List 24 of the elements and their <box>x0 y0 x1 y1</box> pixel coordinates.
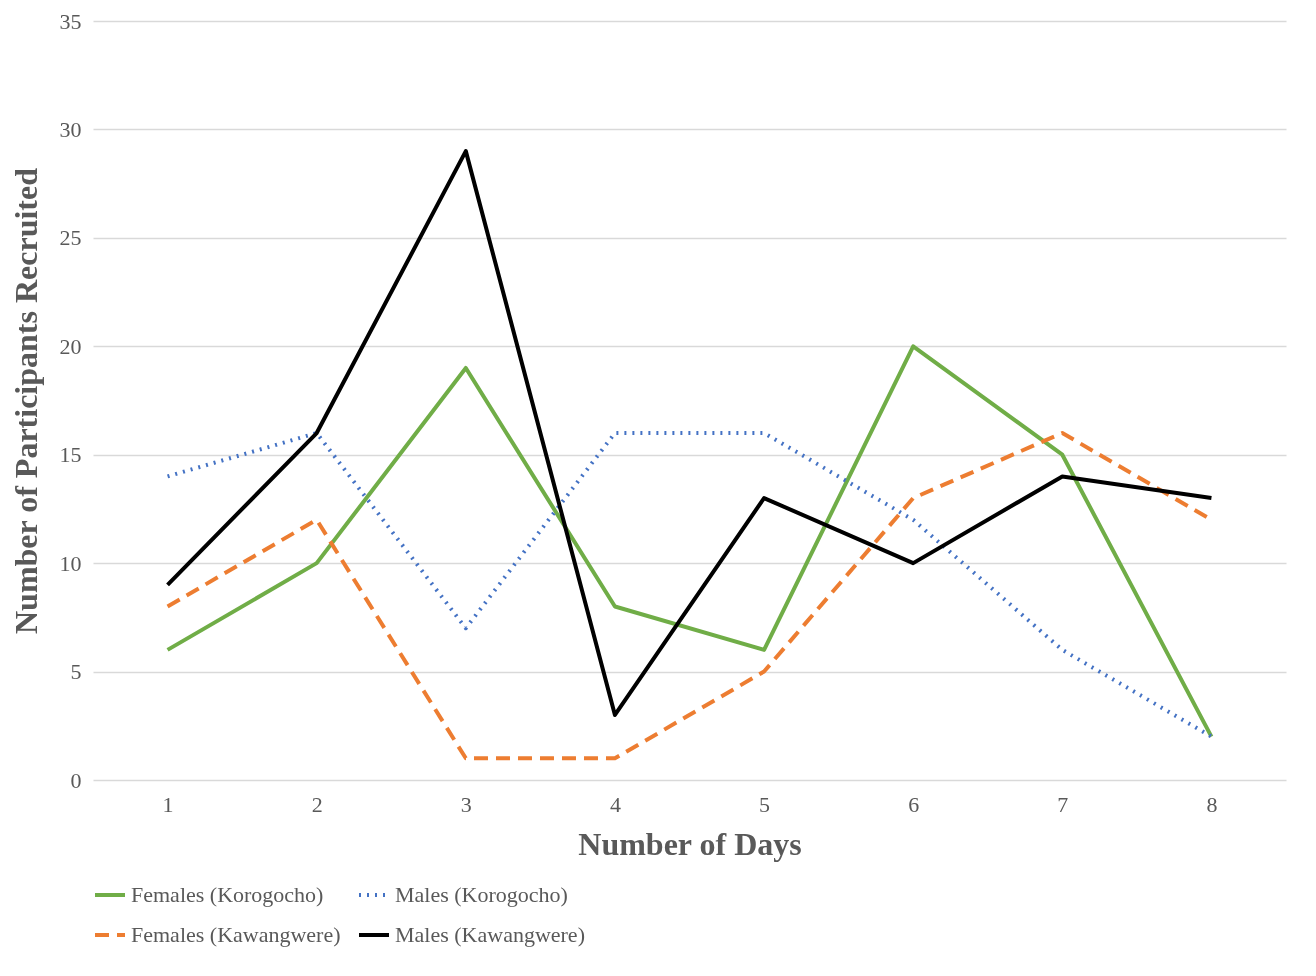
x-tick-label: 7 <box>1057 791 1069 817</box>
y-axis-title: Number of Participants Recruited <box>7 167 44 634</box>
legend-label: Males (Kawangwere) <box>395 922 585 947</box>
y-tick-label: 35 <box>59 8 82 34</box>
y-tick-label: 5 <box>70 659 82 685</box>
x-axis-title: Number of Days <box>578 825 802 862</box>
legend-label: Males (Korogocho) <box>395 882 568 907</box>
y-tick-label: 10 <box>59 550 82 576</box>
x-tick-label: 4 <box>609 791 621 817</box>
x-tick-label: 3 <box>460 791 472 817</box>
line-series <box>165 149 1214 717</box>
legend-label: Females (Kawangwere) <box>131 922 341 947</box>
x-tick-label: 8 <box>1206 791 1218 817</box>
x-tick-label: 2 <box>311 791 323 817</box>
y-tick-label: 30 <box>59 116 82 142</box>
y-tick-label: 0 <box>70 767 82 793</box>
y-tick-label: 25 <box>59 225 82 251</box>
y-tick-label: 20 <box>59 333 82 359</box>
x-tick-label: 1 <box>162 791 174 817</box>
x-tick-label: 5 <box>759 791 771 817</box>
legend-label: Females (Korogocho) <box>131 882 324 907</box>
line-series <box>165 344 1214 739</box>
x-tick-label: 6 <box>908 791 920 817</box>
y-tick-label: 15 <box>59 442 82 468</box>
